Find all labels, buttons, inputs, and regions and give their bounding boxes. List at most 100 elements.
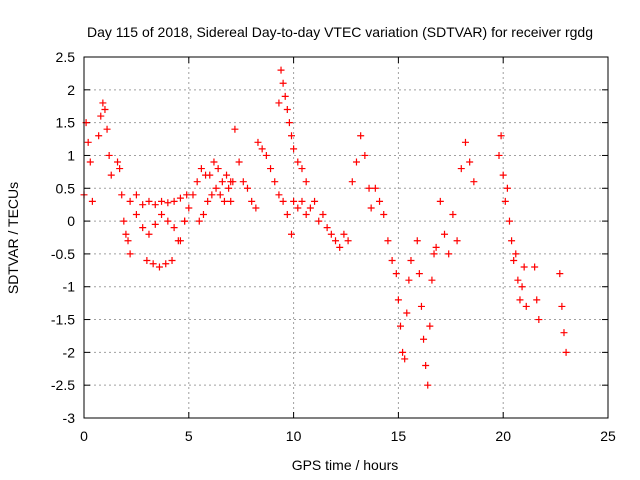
data-point xyxy=(231,125,239,133)
data-point xyxy=(214,165,222,173)
data-point xyxy=(319,211,327,219)
data-point xyxy=(533,296,541,304)
data-point xyxy=(132,211,140,219)
data-point xyxy=(243,184,251,192)
data-point xyxy=(424,381,432,389)
data-point xyxy=(396,322,404,330)
data-point xyxy=(449,211,457,219)
data-point xyxy=(103,125,111,133)
data-point xyxy=(466,158,474,166)
data-point xyxy=(445,250,453,258)
data-point xyxy=(170,197,178,205)
data-point xyxy=(288,132,296,140)
data-point xyxy=(229,178,237,186)
y-tick-label: 1.5 xyxy=(56,115,76,131)
data-point xyxy=(86,158,94,166)
data-point xyxy=(403,309,411,317)
plot-frame xyxy=(83,56,609,419)
y-axis-title: SDTVAR / TECUs xyxy=(5,182,21,294)
data-point xyxy=(227,197,235,205)
data-point xyxy=(208,191,216,199)
data-point xyxy=(101,106,109,114)
data-point xyxy=(97,112,105,120)
data-point xyxy=(388,256,396,264)
data-point xyxy=(212,184,220,192)
data-point xyxy=(258,145,266,153)
data-point xyxy=(275,191,283,199)
data-point xyxy=(218,178,226,186)
data-point xyxy=(216,191,224,199)
data-point xyxy=(145,197,153,205)
data-point xyxy=(185,204,193,212)
data-point xyxy=(560,329,568,337)
data-point xyxy=(124,237,132,245)
data-point xyxy=(279,79,287,87)
data-point xyxy=(501,197,509,205)
axis-ticks xyxy=(83,56,609,419)
data-point xyxy=(170,224,178,232)
data-point xyxy=(323,224,331,232)
data-point xyxy=(239,178,247,186)
data-point xyxy=(470,178,478,186)
data-point xyxy=(277,66,285,74)
data-point xyxy=(122,230,130,238)
data-point xyxy=(327,230,335,238)
data-point xyxy=(518,283,526,291)
data-point xyxy=(516,296,524,304)
data-point xyxy=(95,132,103,140)
data-point xyxy=(164,217,172,225)
data-point xyxy=(508,237,516,245)
data-point xyxy=(399,348,407,356)
data-point xyxy=(248,197,256,205)
data-point xyxy=(512,250,520,258)
tick-labels: 2.521.510.50-0.5-1-1.5-2-2.5-30 5 10 15 20 25 xyxy=(51,49,616,444)
data-point xyxy=(271,178,279,186)
data-point xyxy=(254,138,262,146)
data-point xyxy=(288,230,296,238)
data-point xyxy=(558,302,566,310)
data-point xyxy=(168,256,176,264)
data-point xyxy=(352,158,360,166)
data-point xyxy=(155,263,163,271)
data-point xyxy=(495,151,503,159)
data-point xyxy=(298,197,306,205)
data-point xyxy=(336,243,344,251)
data-point xyxy=(384,237,392,245)
data-point xyxy=(302,178,310,186)
data-point xyxy=(415,270,423,278)
y-tick-label: -2 xyxy=(63,344,76,360)
data-point xyxy=(174,237,182,245)
data-point xyxy=(315,217,323,225)
data-point xyxy=(99,99,107,107)
data-point xyxy=(422,361,430,369)
data-point xyxy=(348,178,356,186)
data-point xyxy=(107,171,115,179)
data-point xyxy=(262,151,270,159)
data-point xyxy=(401,355,409,363)
x-tick-label: 25 xyxy=(600,428,616,444)
data-point xyxy=(139,201,147,209)
data-point xyxy=(118,191,126,199)
data-point xyxy=(158,197,166,205)
data-point xyxy=(204,197,212,205)
data-point xyxy=(149,260,157,268)
data-point xyxy=(376,197,384,205)
data-point xyxy=(344,237,352,245)
data-point xyxy=(531,263,539,271)
data-point xyxy=(514,276,522,284)
data-point xyxy=(132,191,140,199)
data-point xyxy=(225,184,233,192)
data-points xyxy=(80,66,570,389)
data-point xyxy=(126,197,134,205)
y-tick-label: 1 xyxy=(67,147,75,163)
data-point xyxy=(193,178,201,186)
data-point xyxy=(294,158,302,166)
data-point xyxy=(503,184,511,192)
data-point xyxy=(290,197,298,205)
y-tick-label: -1.5 xyxy=(51,312,75,328)
data-point xyxy=(426,322,434,330)
data-point xyxy=(441,230,449,238)
y-tick-label: 2.5 xyxy=(56,49,76,65)
y-tick-label: -0.5 xyxy=(51,246,75,262)
data-point xyxy=(432,243,440,251)
